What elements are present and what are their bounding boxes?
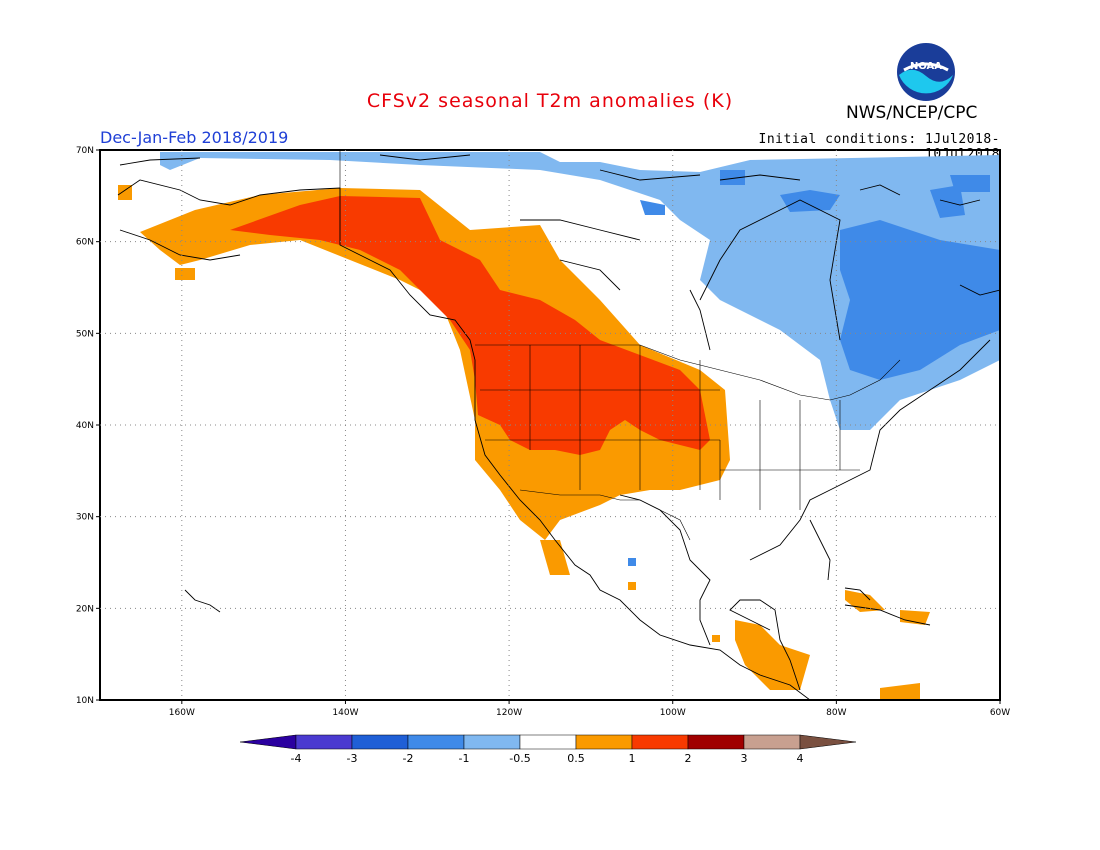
colorbar-arrow-high	[799, 734, 857, 750]
lat-tick-label: 10N	[76, 696, 94, 706]
colorbar-label: 3	[741, 752, 748, 765]
colorbar-segment	[519, 734, 577, 750]
lat-tick-label: 40N	[76, 421, 94, 431]
noaa-logo: NOAA	[897, 43, 955, 101]
colorbar-label: -0.5	[509, 752, 530, 765]
colorbar-segment	[631, 734, 689, 750]
lon-tick-label: 60W	[990, 708, 1010, 718]
season-label: Dec-Jan-Feb 2018/2019	[100, 128, 289, 147]
lat-tick-label: 70N	[76, 146, 94, 156]
colorbar-segment	[295, 734, 353, 750]
colorbar-label: -3	[347, 752, 358, 765]
coastlines	[117, 154, 1000, 700]
colorbar-segment	[407, 734, 465, 750]
colorbar-label: -4	[291, 752, 302, 765]
political-borders	[339, 150, 901, 541]
colorbar-label: -2	[403, 752, 414, 765]
colorbar-segment	[351, 734, 409, 750]
colorbar-label: 1	[629, 752, 636, 765]
colorbar: -4 -3 -2 -1 -0.5 0.5 1 2 3 4	[239, 734, 857, 765]
latitude-ticks: 10N 20N 30N 40N 50N 60N 70N	[76, 146, 100, 706]
colorbar-segment	[743, 734, 801, 750]
colorbar-label: -1	[459, 752, 470, 765]
colorbar-label: 4	[797, 752, 804, 765]
colorbar-label: 2	[685, 752, 692, 765]
longitude-ticks: 160W 140W 120W 100W 80W 60W	[169, 700, 1010, 718]
chart-title: CFSv2 seasonal T2m anomalies (K)	[366, 90, 734, 112]
colorbar-segment	[463, 734, 521, 750]
colorbar-arrow-low	[239, 734, 297, 750]
agency-label: NWS/NCEP/CPC	[846, 103, 978, 123]
lon-tick-label: 140W	[332, 708, 358, 718]
lat-tick-label: 30N	[76, 513, 94, 523]
colorbar-segment	[575, 734, 633, 750]
cool-shading-light	[160, 152, 1000, 430]
lon-tick-label: 100W	[660, 708, 686, 718]
cool-shading-strong	[628, 170, 1000, 566]
lat-tick-label: 50N	[76, 329, 94, 339]
lon-tick-label: 80W	[826, 708, 846, 718]
noaa-logo-text: NOAA	[910, 61, 942, 72]
lat-tick-label: 60N	[76, 238, 94, 248]
lon-tick-label: 160W	[169, 708, 195, 718]
lon-tick-label: 120W	[496, 708, 522, 718]
gridlines	[100, 150, 1000, 700]
colorbar-segment	[687, 734, 745, 750]
lat-tick-label: 20N	[76, 604, 94, 614]
colorbar-label: 0.5	[567, 752, 585, 765]
